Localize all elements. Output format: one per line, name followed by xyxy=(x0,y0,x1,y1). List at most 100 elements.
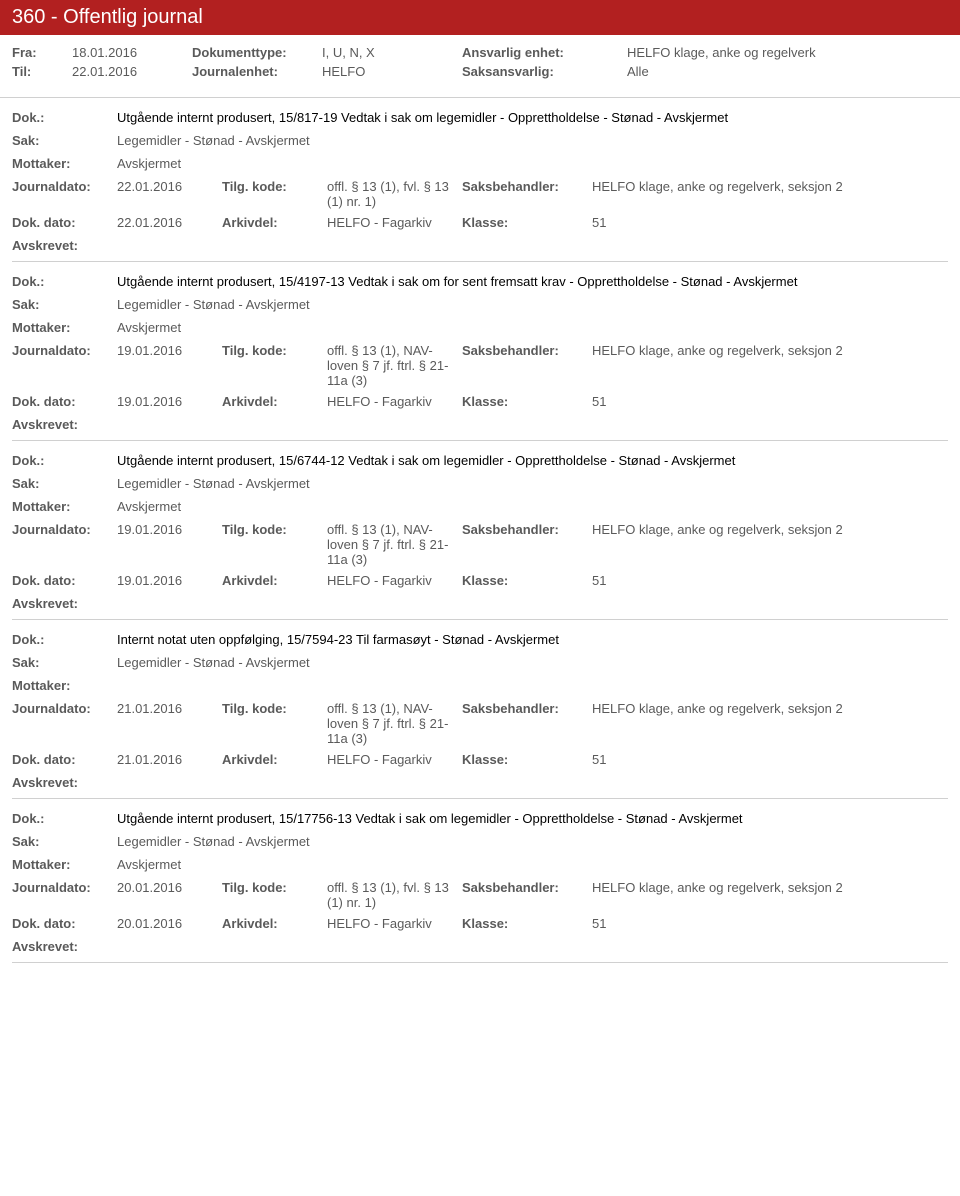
sak-value: Legemidler - Stønad - Avskjermet xyxy=(117,476,310,491)
mottaker-value: Avskjermet xyxy=(117,499,181,514)
sak-value: Legemidler - Stønad - Avskjermet xyxy=(117,297,310,312)
page-header: 360 - Offentlig journal xyxy=(0,0,960,35)
dok-title: Internt notat uten oppfølging, 15/7594-2… xyxy=(117,632,559,647)
sak-label: Sak: xyxy=(12,297,117,312)
dokdato-value: 20.01.2016 xyxy=(117,916,222,931)
klasse-value: 51 xyxy=(592,752,948,767)
dok-label: Dok.: xyxy=(12,811,117,826)
journal-entry: Dok.: Utgående internt produsert, 15/674… xyxy=(0,441,960,620)
saksbehandler-value: HELFO klage, anke og regelverk, seksjon … xyxy=(592,880,948,895)
mottaker-label: Mottaker: xyxy=(12,857,117,872)
dok-title: Utgående internt produsert, 15/817-19 Ve… xyxy=(117,110,728,125)
meta-section: Fra: 18.01.2016 Dokumenttype: I, U, N, X… xyxy=(0,35,960,98)
fra-label: Fra: xyxy=(12,45,72,60)
tilgkode-value: offl. § 13 (1), fvl. § 13 (1) nr. 1) xyxy=(327,179,462,209)
saksbehandler-label: Saksbehandler: xyxy=(462,522,592,537)
avskrevet-label: Avskrevet: xyxy=(12,238,948,262)
journal-entry: Dok.: Utgående internt produsert, 15/177… xyxy=(0,799,960,963)
mottaker-label: Mottaker: xyxy=(12,499,117,514)
journaldato-label: Journaldato: xyxy=(12,343,117,358)
journaldato-label: Journaldato: xyxy=(12,179,117,194)
dok-label: Dok.: xyxy=(12,110,117,125)
saksansvarlig-label: Saksansvarlig: xyxy=(462,64,592,79)
tilgkode-label: Tilg. kode: xyxy=(222,522,327,537)
sak-label: Sak: xyxy=(12,655,117,670)
saksbehandler-label: Saksbehandler: xyxy=(462,701,592,716)
til-label: Til: xyxy=(12,64,72,79)
dok-label: Dok.: xyxy=(12,453,117,468)
doktype-label: Dokumenttype: xyxy=(192,45,322,60)
dokdato-label: Dok. dato: xyxy=(12,752,117,767)
sak-value: Legemidler - Stønad - Avskjermet xyxy=(117,834,310,849)
klasse-value: 51 xyxy=(592,215,948,230)
saksbehandler-label: Saksbehandler: xyxy=(462,343,592,358)
avskrevet-label: Avskrevet: xyxy=(12,596,948,620)
tilgkode-value: offl. § 13 (1), NAV-loven § 7 jf. ftrl. … xyxy=(327,522,462,567)
arkivdel-value: HELFO - Fagarkiv xyxy=(327,752,462,767)
journaldato-value: 20.01.2016 xyxy=(117,880,222,895)
dok-title: Utgående internt produsert, 15/6744-12 V… xyxy=(117,453,735,468)
dok-label: Dok.: xyxy=(12,274,117,289)
ansvarlig-value: HELFO klage, anke og regelverk xyxy=(627,45,816,60)
sak-label: Sak: xyxy=(12,834,117,849)
avskrevet-label: Avskrevet: xyxy=(12,939,948,963)
mottaker-value: Avskjermet xyxy=(117,156,181,171)
klasse-label: Klasse: xyxy=(462,916,592,931)
klasse-value: 51 xyxy=(592,573,948,588)
sak-value: Legemidler - Stønad - Avskjermet xyxy=(117,655,310,670)
tilgkode-label: Tilg. kode: xyxy=(222,179,327,194)
saksbehandler-value: HELFO klage, anke og regelverk, seksjon … xyxy=(592,343,948,358)
journaldato-label: Journaldato: xyxy=(12,522,117,537)
dok-label: Dok.: xyxy=(12,632,117,647)
arkivdel-value: HELFO - Fagarkiv xyxy=(327,394,462,409)
arkivdel-label: Arkivdel: xyxy=(222,394,327,409)
journal-entry: Dok.: Utgående internt produsert, 15/419… xyxy=(0,262,960,441)
mottaker-label: Mottaker: xyxy=(12,678,117,693)
tilgkode-value: offl. § 13 (1), fvl. § 13 (1) nr. 1) xyxy=(327,880,462,910)
dokdato-value: 22.01.2016 xyxy=(117,215,222,230)
tilgkode-label: Tilg. kode: xyxy=(222,343,327,358)
journalenhet-value: HELFO xyxy=(322,64,365,79)
saksbehandler-value: HELFO klage, anke og regelverk, seksjon … xyxy=(592,522,948,537)
dok-title: Utgående internt produsert, 15/4197-13 V… xyxy=(117,274,797,289)
tilgkode-value: offl. § 13 (1), NAV-loven § 7 jf. ftrl. … xyxy=(327,701,462,746)
klasse-value: 51 xyxy=(592,916,948,931)
dokdato-label: Dok. dato: xyxy=(12,215,117,230)
dokdato-label: Dok. dato: xyxy=(12,573,117,588)
saksbehandler-value: HELFO klage, anke og regelverk, seksjon … xyxy=(592,179,948,194)
dokdato-label: Dok. dato: xyxy=(12,916,117,931)
journalenhet-label: Journalenhet: xyxy=(192,64,322,79)
avskrevet-label: Avskrevet: xyxy=(12,417,948,441)
avskrevet-label: Avskrevet: xyxy=(12,775,948,799)
klasse-label: Klasse: xyxy=(462,752,592,767)
sak-label: Sak: xyxy=(12,476,117,491)
mottaker-label: Mottaker: xyxy=(12,156,117,171)
til-value: 22.01.2016 xyxy=(72,64,137,79)
tilgkode-label: Tilg. kode: xyxy=(222,880,327,895)
meta-row-2: Til: 22.01.2016 Journalenhet: HELFO Saks… xyxy=(12,64,948,79)
tilgkode-label: Tilg. kode: xyxy=(222,701,327,716)
dokdato-value: 21.01.2016 xyxy=(117,752,222,767)
dokdato-label: Dok. dato: xyxy=(12,394,117,409)
journaldato-value: 19.01.2016 xyxy=(117,343,222,358)
sak-value: Legemidler - Stønad - Avskjermet xyxy=(117,133,310,148)
arkivdel-label: Arkivdel: xyxy=(222,573,327,588)
dokdato-value: 19.01.2016 xyxy=(117,573,222,588)
journaldato-value: 22.01.2016 xyxy=(117,179,222,194)
arkivdel-value: HELFO - Fagarkiv xyxy=(327,573,462,588)
doktype-value: I, U, N, X xyxy=(322,45,375,60)
dok-title: Utgående internt produsert, 15/17756-13 … xyxy=(117,811,743,826)
journal-entry: Dok.: Utgående internt produsert, 15/817… xyxy=(0,98,960,262)
tilgkode-value: offl. § 13 (1), NAV-loven § 7 jf. ftrl. … xyxy=(327,343,462,388)
sak-label: Sak: xyxy=(12,133,117,148)
saksbehandler-value: HELFO klage, anke og regelverk, seksjon … xyxy=(592,701,948,716)
arkivdel-label: Arkivdel: xyxy=(222,752,327,767)
arkivdel-value: HELFO - Fagarkiv xyxy=(327,215,462,230)
entries-container: Dok.: Utgående internt produsert, 15/817… xyxy=(0,98,960,963)
mottaker-value: Avskjermet xyxy=(117,320,181,335)
arkivdel-value: HELFO - Fagarkiv xyxy=(327,916,462,931)
page-title: 360 - Offentlig journal xyxy=(12,6,203,28)
saksbehandler-label: Saksbehandler: xyxy=(462,179,592,194)
journaldato-value: 19.01.2016 xyxy=(117,522,222,537)
mottaker-value: Avskjermet xyxy=(117,857,181,872)
